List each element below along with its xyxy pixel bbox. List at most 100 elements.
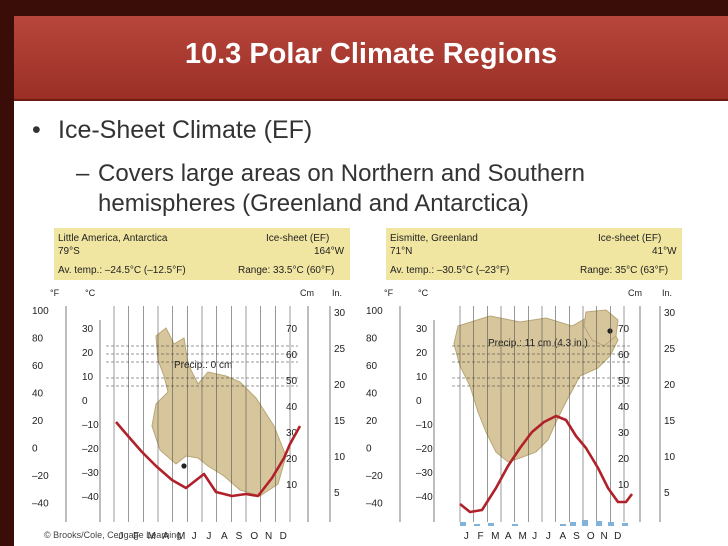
f-tick-label: 60 (366, 361, 378, 372)
cm-tick-label: 40 (618, 402, 630, 413)
average-temperature: Av. temp.: –30.5°C (–23°F) (390, 265, 509, 276)
cm-tick-label: 30 (618, 428, 630, 439)
c-tick-label: 30 (416, 324, 428, 335)
month-label: S (573, 531, 580, 542)
cm-tick-label: 30 (286, 428, 298, 439)
month-label: N (601, 531, 608, 542)
cm-unit: Cm (300, 288, 314, 298)
f-tick-label: 40 (366, 389, 378, 400)
temperature-range: Range: 33.5°C (60°F) (238, 265, 334, 276)
cm-tick-label: 10 (618, 480, 630, 491)
sub-bullet-marker: – (76, 160, 90, 187)
month-label: J (532, 531, 537, 542)
sub-bullet-text: Covers large areas on Northern and South… (98, 160, 585, 217)
precip-bar (608, 522, 614, 526)
info-box (386, 228, 682, 280)
station-name: Little America, Antarctica (58, 233, 168, 244)
precip-bar (460, 522, 466, 526)
c-tick-label: –20 (82, 444, 99, 455)
cm-tick-label: 10 (286, 480, 298, 491)
month-label: J (206, 531, 211, 542)
in-tick-label: 25 (664, 344, 676, 355)
c-tick-label: 20 (82, 348, 94, 359)
precip-bar (512, 524, 518, 526)
precip-bar (570, 522, 576, 526)
sub-bullet: – Covers large areas on Northern and Sou… (76, 159, 716, 219)
f-tick-label: 80 (366, 334, 378, 345)
f-tick-label: 0 (32, 444, 38, 455)
title-bar: 10.3 Polar Climate Regions (14, 16, 728, 101)
precip-label: Precip.: 0 cm (174, 360, 232, 371)
c-tick-label: –20 (416, 444, 433, 455)
temperature-range: Range: 35°C (63°F) (580, 265, 668, 276)
cm-unit: Cm (628, 288, 642, 298)
f-tick-label: –40 (32, 499, 49, 510)
slide-title: 10.3 Polar Climate Regions (184, 38, 558, 70)
bullet-text: Ice-Sheet Climate (EF) (58, 116, 313, 144)
cm-tick-label: 70 (286, 324, 298, 335)
c-unit: °C (85, 288, 96, 298)
station-dot (607, 328, 613, 334)
cm-tick-label: 60 (286, 350, 298, 361)
month-label: J (192, 531, 197, 542)
month-label: M (491, 531, 499, 542)
precip-label: Precip.: 11 cm (4.3 in.) (488, 338, 588, 349)
climograph-eismitte: Eismitte, Greenland Ice-sheet (EF) 71°N … (366, 228, 682, 542)
month-label: S (236, 531, 243, 542)
bullet-ice-sheet: • Ice-Sheet Climate (EF) (32, 116, 312, 145)
info-box (54, 228, 350, 280)
month-label: F (478, 531, 484, 542)
f-tick-label: 0 (366, 444, 372, 455)
month-label: J (464, 531, 469, 542)
f-tick-label: 40 (32, 389, 44, 400)
cm-tick-label: 70 (618, 324, 630, 335)
cm-tick-label: 60 (618, 350, 630, 361)
bullet-marker: • (32, 116, 41, 144)
month-label: A (162, 531, 169, 542)
f-tick-label: –20 (32, 471, 49, 482)
month-label: O (587, 531, 595, 542)
month-label: O (250, 531, 258, 542)
slide: 10.3 Polar Climate Regions • Ice-Sheet Cl… (14, 16, 728, 546)
cm-tick-label: 40 (286, 402, 298, 413)
c-tick-label: –10 (416, 420, 433, 431)
f-tick-label: 20 (366, 416, 378, 427)
c-unit: °C (418, 288, 429, 298)
in-unit: In. (662, 288, 672, 298)
station-dot (181, 463, 187, 469)
c-tick-label: 20 (416, 348, 428, 359)
month-label: A (560, 531, 567, 542)
c-tick-label: 10 (416, 372, 428, 383)
image-credit: © Brooks/Cole, Cengage Learning (44, 530, 182, 540)
precip-bar (560, 524, 566, 526)
month-label: A (221, 531, 228, 542)
f-tick-label: 100 (366, 306, 383, 317)
f-tick-label: –20 (366, 471, 383, 482)
in-tick-label: 10 (664, 452, 676, 463)
latitude: 71°N (390, 246, 412, 257)
average-temperature: Av. temp.: –24.5°C (–12.5°F) (58, 265, 186, 276)
c-tick-label: 10 (82, 372, 94, 383)
f-tick-label: 100 (32, 306, 49, 317)
climate-type: Ice-sheet (EF) (266, 233, 329, 244)
month-label: D (280, 531, 287, 542)
c-tick-label: 0 (416, 396, 422, 407)
climate-figure: Little America, Antarctica Ice-sheet (EF… (28, 226, 688, 544)
month-label: F (133, 531, 139, 542)
in-tick-label: 15 (664, 416, 676, 427)
precip-bar (622, 523, 628, 526)
f-tick-label: –40 (366, 499, 383, 510)
in-tick-label: 15 (334, 416, 346, 427)
climograph-little-america: Little America, Antarctica Ice-sheet (EF… (32, 228, 350, 542)
station-name: Eismitte, Greenland (390, 233, 478, 244)
precip-bar (582, 520, 588, 526)
c-tick-label: –40 (416, 492, 433, 503)
in-unit: In. (332, 288, 342, 298)
precip-bar (474, 524, 480, 526)
in-tick-label: 20 (334, 380, 346, 391)
precip-bar (596, 521, 602, 526)
temperature-curve (115, 421, 302, 498)
antarctica-map-icon (151, 327, 287, 497)
month-label: M (519, 531, 527, 542)
month-label: J (546, 531, 551, 542)
